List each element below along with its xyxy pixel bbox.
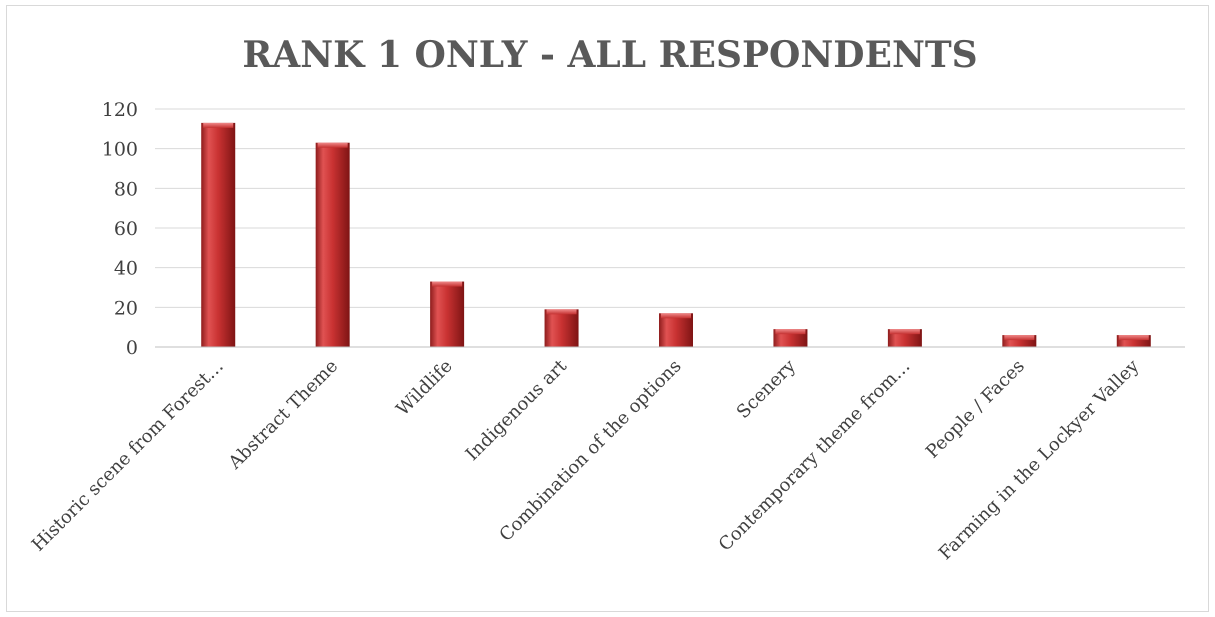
bar-body — [1002, 335, 1037, 347]
y-tick-label: 0 — [126, 337, 138, 359]
bar-cap — [317, 142, 348, 148]
y-tick-label: 60 — [114, 218, 138, 240]
bar — [1116, 335, 1151, 347]
y-tick-label: 120 — [102, 99, 138, 121]
bar — [659, 313, 693, 347]
x-tick-label: Historic scene from Forest… — [28, 356, 228, 556]
bar-body — [1116, 335, 1151, 347]
bar — [430, 281, 465, 347]
y-axis-ticks: 0 20 40 60 80 100 120 — [102, 99, 138, 359]
x-axis-labels: Historic scene from Forest…Abstract Them… — [28, 355, 1144, 564]
x-tick-label: Abstract Theme — [224, 356, 342, 474]
bar-body — [659, 313, 693, 347]
x-tick-label: Wildlife — [392, 356, 456, 420]
x-tick-label: People / Faces — [922, 356, 1029, 463]
y-tick-label: 40 — [114, 258, 138, 280]
bar — [201, 122, 236, 347]
chart-title: RANK 1 ONLY - ALL RESPONDENTS — [242, 34, 977, 76]
x-tick-label: Contemporary theme from… — [715, 356, 915, 556]
bar-body — [430, 281, 465, 347]
bar-body — [544, 309, 579, 347]
bar-cap — [661, 313, 691, 319]
bar — [544, 309, 579, 347]
x-tick-label: Scenery — [733, 355, 801, 423]
bar-cap — [775, 329, 806, 335]
bar — [887, 329, 922, 347]
bar-body — [201, 122, 236, 347]
bar — [773, 329, 808, 347]
bar-cap — [1004, 335, 1035, 341]
bar-cap — [1118, 335, 1149, 341]
bars — [201, 122, 1151, 347]
gridlines — [155, 108, 1185, 308]
y-tick-label: 80 — [114, 178, 138, 200]
x-tick-label: Combination of the options — [495, 356, 685, 546]
bar-cap — [203, 122, 234, 128]
bar-cap — [889, 329, 920, 335]
y-tick-label: 20 — [114, 297, 138, 319]
bar-body — [315, 142, 350, 347]
x-tick-label: Farming in the Lockyer Valley — [935, 355, 1144, 564]
bar-cap — [546, 309, 577, 315]
bar — [315, 142, 350, 347]
bar-cap — [432, 281, 463, 287]
y-tick-label: 100 — [102, 139, 138, 161]
bar — [1002, 335, 1037, 347]
x-tick-label: Indigenous art — [462, 355, 572, 465]
